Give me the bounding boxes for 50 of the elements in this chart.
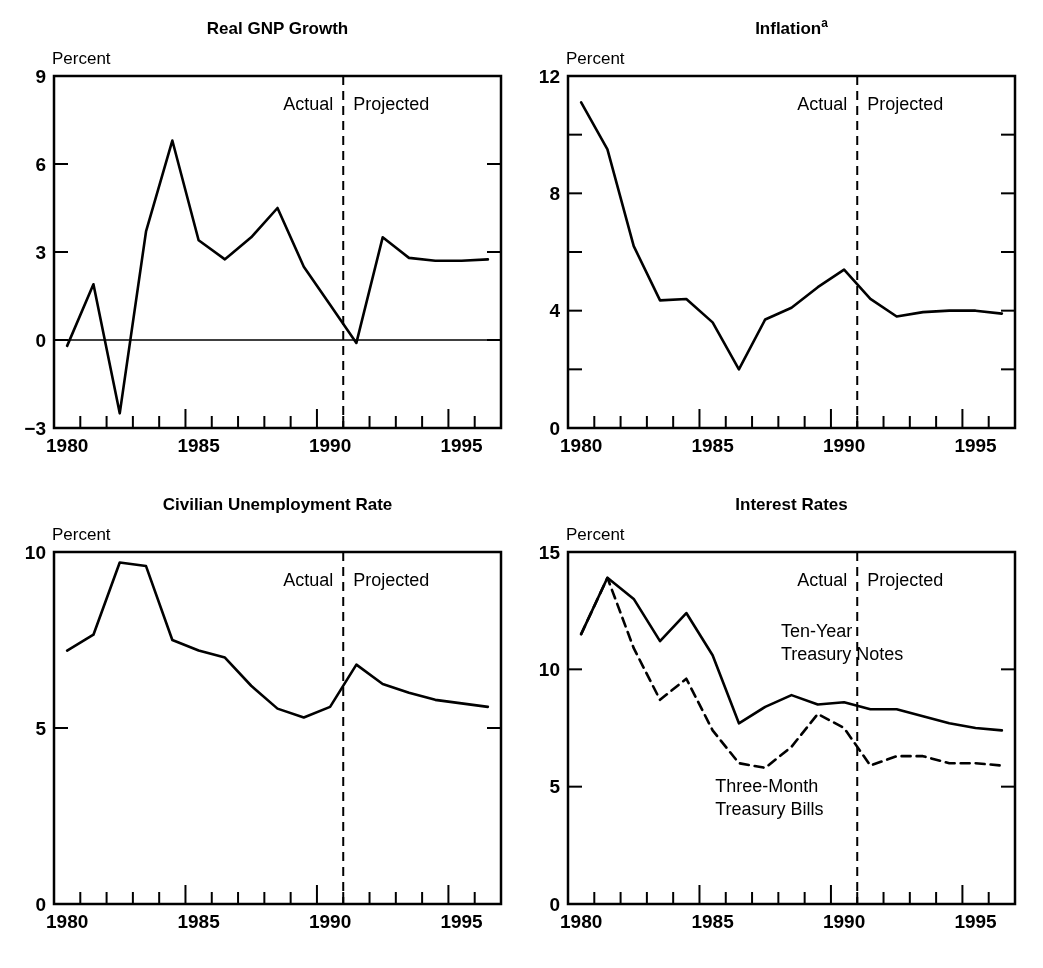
y-axis-title: Percent (52, 525, 111, 544)
y-tick-label: 0 (35, 893, 46, 915)
x-tick-label: 1985 (691, 435, 735, 456)
x-tick-label: 1980 (46, 435, 89, 456)
x-tick-label: 1985 (691, 911, 735, 932)
chart-title: Real GNP Growth (206, 19, 349, 38)
annotation: Projected (353, 570, 430, 590)
x-tick-label: 1990 (308, 435, 352, 456)
x-tick-label: 1985 (177, 911, 221, 932)
annotation: Projected (867, 94, 944, 114)
chart-title: Inflation$^{a}$ (755, 16, 829, 38)
y-tick-label: 3 (35, 241, 46, 263)
x-tick-label: 1985 (177, 435, 221, 456)
chart-title: Civilian Unemployment Rate (162, 495, 393, 514)
y-tick-label: 0 (35, 329, 46, 351)
y-axis-title: Percent (566, 525, 625, 544)
annotation: Actual (283, 570, 334, 590)
x-tick-label: 1980 (560, 435, 603, 456)
y-tick-label: 15 (538, 541, 561, 563)
y-tick-label: 5 (549, 776, 561, 798)
annotation: Projected (353, 94, 430, 114)
y-tick-label: 0 (549, 417, 560, 439)
annotation: Actual (283, 94, 334, 114)
y-tick-label: 4 (549, 300, 561, 322)
y-axis-title: Percent (566, 49, 625, 68)
annotation: Actual (797, 94, 848, 114)
y-tick-label: 10 (24, 541, 46, 563)
x-tick-label: 1980 (46, 911, 89, 932)
x-tick-label: 1990 (822, 435, 866, 456)
y-tick-label: 8 (549, 182, 560, 204)
y-tick-label: 0 (549, 893, 560, 915)
y-tick-label: 12 (538, 65, 560, 87)
x-tick-label: 1980 (560, 911, 603, 932)
x-tick-label: 1990 (308, 911, 352, 932)
y-axis-title: Percent (52, 49, 111, 68)
series-label: Three-Month Treasury Bills (715, 776, 824, 819)
y-tick-label: 5 (35, 717, 47, 739)
y-tick-label: 10 (538, 658, 560, 680)
y-tick-label: −3 (24, 417, 46, 439)
annotation: Projected (867, 570, 944, 590)
series-label: Ten-Year Treasury Notes (780, 621, 904, 664)
x-tick-label: 1995 (954, 911, 998, 932)
y-tick-label: 6 (35, 153, 46, 175)
x-tick-label: 1995 (440, 911, 484, 932)
chart-title: Interest Rates (735, 495, 848, 514)
x-tick-label: 1995 (440, 435, 484, 456)
x-tick-label: 1990 (822, 911, 866, 932)
y-tick-label: 9 (35, 65, 46, 87)
x-tick-label: 1995 (954, 435, 998, 456)
annotation: Actual (797, 570, 848, 590)
